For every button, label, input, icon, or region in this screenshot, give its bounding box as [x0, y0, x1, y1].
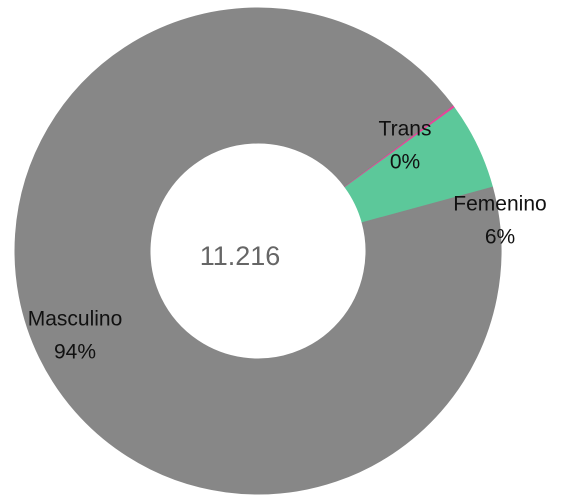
slice-value-label: 0%: [390, 151, 420, 174]
slice-value-label: 94%: [54, 341, 96, 364]
slice-label: Femenino: [453, 193, 546, 216]
slice-value-label: 6%: [485, 226, 515, 249]
center-label: 11.216: [200, 241, 281, 271]
slice-label: Trans: [379, 118, 432, 141]
donut-slice: [14, 7, 502, 495]
slice-label: Masculino: [28, 308, 123, 331]
